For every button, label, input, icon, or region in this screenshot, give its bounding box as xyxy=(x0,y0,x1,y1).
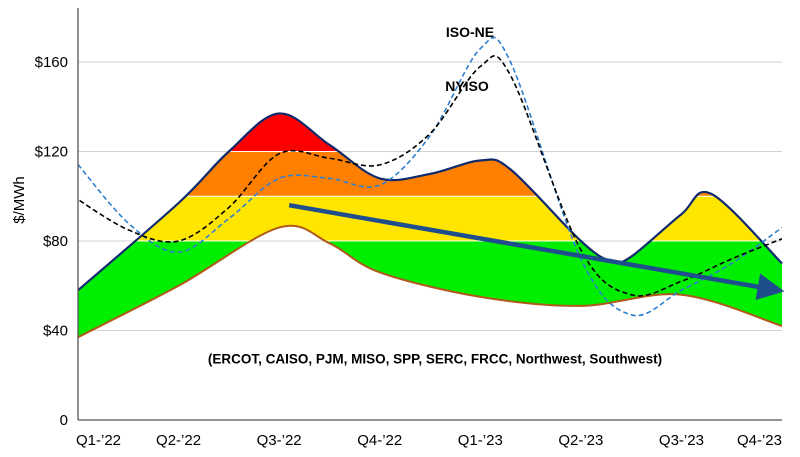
region-label: (ERCOT, CAISO, PJM, MISO, SPP, SERC, FRC… xyxy=(208,352,662,367)
y-tick-label: $80 xyxy=(43,233,68,250)
y-tick-labels: 0 $40 $80 $120 $160 xyxy=(35,54,68,429)
series-line-nyiso xyxy=(78,55,782,297)
x-tick-label: Q1-’23 xyxy=(458,432,503,449)
y-axis-label: $/MWh xyxy=(11,176,28,224)
series-line-iso-ne xyxy=(78,36,782,317)
x-tick-label: Q1-’22 xyxy=(76,432,121,449)
nyiso-label: NYISO xyxy=(445,78,489,94)
band-upper-edge xyxy=(77,112,783,292)
y-tick-label: 0 xyxy=(60,412,68,429)
x-tick-label: Q3-’22 xyxy=(257,432,302,449)
y-tick-label: $120 xyxy=(35,144,68,161)
x-tick-label: Q2-’23 xyxy=(558,432,603,449)
x-tick-label: Q2-’22 xyxy=(156,432,201,449)
x-tick-label: Q3-’23 xyxy=(659,432,704,449)
y-tick-label: $40 xyxy=(43,323,68,340)
x-tick-labels: Q1-’22 Q2-’22 Q3-’22 Q4-’22 Q1-’23 Q2-’23 Q3-’… xyxy=(76,432,782,449)
x-tick-label: Q4-’22 xyxy=(357,432,402,449)
iso-ne-label: ISO-NE xyxy=(446,24,494,40)
y-tick-label: $160 xyxy=(35,54,68,71)
band-lower-edge xyxy=(77,224,783,339)
price-band xyxy=(78,113,782,152)
x-tick-label: Q4-’23 xyxy=(737,432,782,449)
series-lines xyxy=(78,36,782,317)
trend-arrow xyxy=(288,202,785,301)
